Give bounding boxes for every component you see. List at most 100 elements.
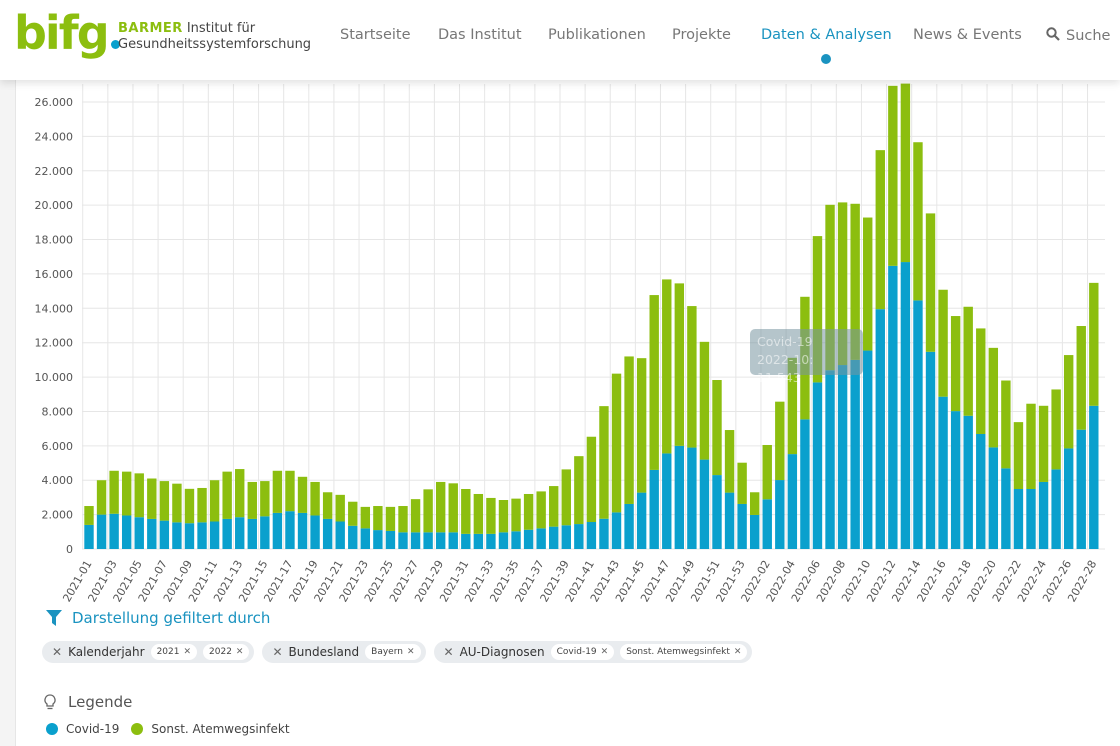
bar-sonst-atemwegsinfekt (373, 506, 383, 531)
chart-legend: Covid-19 Sonst. Atemwegsinfekt (46, 722, 290, 736)
remove-value-icon[interactable]: ✕ (733, 647, 742, 657)
bar-covid-19 (988, 447, 999, 549)
bar-sonst-atemwegsinfekt (473, 493, 484, 534)
bar-sonst-atemwegsinfekt (561, 469, 571, 526)
bar-sonst-atemwegsinfekt (247, 481, 257, 519)
bar-covid-19 (699, 459, 710, 549)
filter-section-title: Darstellung gefiltert durch (46, 609, 270, 627)
nav-startseite[interactable]: Startseite (340, 27, 411, 43)
filter-chip-kalenderjahr: ✕ Kalenderjahr 2021 ✕ 2022 ✕ (42, 641, 255, 663)
bar-covid-19 (1001, 468, 1011, 549)
bar-covid-19 (1038, 481, 1049, 549)
bar-covid-19 (812, 382, 823, 549)
bar-sonst-atemwegsinfekt (360, 506, 371, 529)
bar-covid-19 (825, 370, 835, 549)
brand-line2: Gesundheitssystemforschung (118, 37, 312, 52)
remove-value-icon[interactable]: ✕ (183, 647, 192, 657)
nav-publikationen[interactable]: Publikationen (548, 27, 646, 43)
bar-sonst-atemwegsinfekt (787, 357, 798, 455)
lightbulb-icon (44, 693, 56, 709)
bar-covid-19 (549, 526, 559, 549)
bar-sonst-atemwegsinfekt (599, 406, 609, 519)
bar-covid-19 (837, 365, 848, 549)
bar-sonst-atemwegsinfekt (486, 497, 496, 534)
bar-sonst-atemwegsinfekt (574, 456, 584, 525)
legend-title: Legende (44, 693, 132, 711)
bar-sonst-atemwegsinfekt (988, 347, 999, 448)
bar-covid-19 (775, 480, 785, 549)
logo-text: bifg (14, 6, 110, 60)
bar-sonst-atemwegsinfekt (172, 483, 182, 523)
bar-sonst-atemwegsinfekt (197, 487, 207, 523)
bar-sonst-atemwegsinfekt (938, 289, 948, 397)
bar-covid-19 (800, 419, 810, 549)
bar-sonst-atemwegsinfekt (209, 480, 220, 522)
bar-sonst-atemwegsinfekt (1063, 355, 1074, 449)
remove-value-icon[interactable]: ✕ (235, 647, 244, 657)
bar-sonst-atemwegsinfekt (611, 373, 622, 513)
bar-covid-19 (888, 265, 898, 549)
filter-value-chip: Bayern ✕ (365, 644, 421, 660)
brand-name: BARMER (118, 21, 183, 36)
brand-line1: Institut für (186, 21, 256, 36)
legend-item-other[interactable]: Sonst. Atemwegsinfekt (131, 722, 290, 736)
bar-sonst-atemwegsinfekt (850, 203, 860, 360)
bar-sonst-atemwegsinfekt (712, 379, 722, 476)
bar-covid-19 (762, 499, 772, 549)
filter-icon (46, 610, 62, 626)
bar-sonst-atemwegsinfekt (435, 481, 446, 533)
bar-sonst-atemwegsinfekt (674, 283, 685, 446)
bar-covid-19 (963, 415, 973, 549)
nav-suche-label: Suche (1066, 28, 1111, 44)
bar-sonst-atemwegsinfekt (285, 470, 295, 512)
bar-sonst-atemwegsinfekt (523, 493, 534, 530)
y-tick-label: 14.000 (35, 302, 74, 315)
bar-covid-19 (96, 514, 107, 549)
y-tick-label: 26.000 (35, 96, 74, 109)
bar-sonst-atemwegsinfekt (335, 494, 345, 522)
bar-covid-19 (172, 522, 182, 549)
bar-covid-19 (913, 300, 923, 549)
y-tick-label: 4.000 (42, 474, 74, 487)
nav-daten-analysen[interactable]: Daten & Analysen (761, 27, 892, 64)
bar-sonst-atemwegsinfekt (724, 430, 735, 493)
legend-item-covid[interactable]: Covid-19 (46, 722, 119, 736)
nav-das-institut[interactable]: Das Institut (438, 27, 522, 43)
remove-filter-icon[interactable]: ✕ (443, 645, 454, 659)
bar-covid-19 (360, 528, 371, 549)
x-axis: 2021-012021-032021-052021-072021-092021-… (60, 558, 1099, 604)
bar-sonst-atemwegsinfekt (1001, 380, 1011, 469)
bar-covid-19 (1076, 429, 1086, 549)
bar-covid-19 (1063, 448, 1074, 549)
nav-suche[interactable]: Suche (1046, 27, 1110, 44)
nav-news-events[interactable]: News & Events (913, 27, 1022, 43)
bar-sonst-atemwegsinfekt (913, 142, 923, 301)
filter-value: Covid-19 (556, 647, 597, 657)
bar-covid-19 (134, 517, 144, 549)
bar-covid-19 (749, 514, 760, 549)
y-tick-label: 24.000 (35, 130, 74, 143)
chart-tooltip: Covid-19 2022-10: 11.543 (750, 329, 863, 385)
bar-covid-19 (1026, 488, 1036, 549)
bar-covid-19 (260, 516, 270, 549)
legend-swatch-other (131, 723, 144, 735)
bar-covid-19 (410, 532, 421, 549)
bifg-logo[interactable]: bifg (14, 8, 120, 58)
bar-covid-19 (976, 433, 986, 549)
remove-value-icon[interactable]: ✕ (406, 647, 415, 657)
bar-sonst-atemwegsinfekt (950, 316, 961, 412)
bar-covid-19 (109, 513, 119, 549)
remove-filter-icon[interactable]: ✕ (52, 645, 63, 659)
remove-filter-icon[interactable]: ✕ (272, 645, 283, 659)
bar-sonst-atemwegsinfekt (310, 481, 320, 516)
filter-chip-au-diagnosen: ✕ AU-Diagnosen Covid-19 ✕ Sonst. Atemwegs… (433, 641, 753, 663)
bar-covid-19 (687, 447, 697, 549)
bar-sonst-atemwegsinfekt (147, 478, 157, 519)
bar-covid-19 (863, 350, 873, 549)
nav-projekte[interactable]: Projekte (672, 27, 731, 43)
bar-covid-19 (310, 515, 320, 549)
remove-value-icon[interactable]: ✕ (600, 647, 609, 657)
bar-sonst-atemwegsinfekt (511, 498, 521, 532)
bar-sonst-atemwegsinfekt (1051, 389, 1061, 470)
bar-covid-19 (435, 532, 446, 549)
